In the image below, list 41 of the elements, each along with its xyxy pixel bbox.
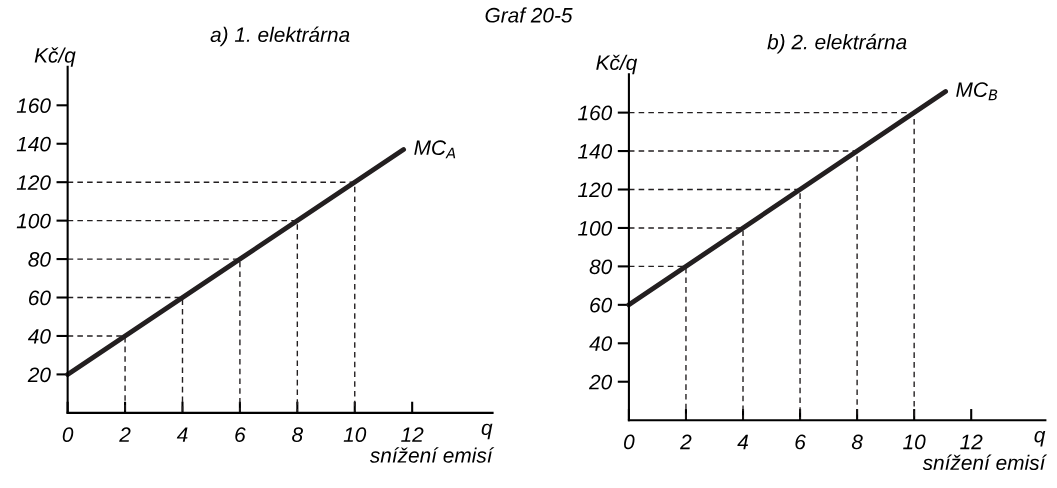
text: snížení emisí — [922, 454, 1048, 471]
y-tick-label: 140 — [16, 136, 51, 152]
x-tick-label: 10 — [343, 427, 367, 443]
series-label: MC$_{A}$ — [414, 140, 456, 159]
y-tick-label: 20 — [588, 374, 613, 390]
y-tick-label: 160 — [16, 98, 51, 114]
chart-title: a) 1. elektrárna — [210, 26, 350, 47]
x-tick-label: 6 — [235, 427, 246, 443]
x-tick-label: 12 — [401, 427, 424, 442]
x-tick-label: 6 — [795, 434, 806, 450]
y-tick-label: 40 — [27, 328, 51, 344]
x-tick-label: 0 — [624, 434, 635, 450]
y-tick-label: 120 — [16, 175, 51, 190]
x-tick-label: 8 — [292, 427, 303, 443]
text: Graf 20-5 — [485, 7, 573, 23]
x-tick-label: 0 — [62, 427, 74, 443]
y-tick-label: 20 — [27, 367, 51, 383]
y-tick-label: 140 — [578, 144, 613, 159]
y-tick-label: 60 — [590, 297, 613, 313]
y-tick-label: 80 — [28, 252, 51, 267]
chart-title: b) 2. elektrárna — [767, 33, 907, 54]
y-tick-label: 100 — [16, 213, 51, 229]
x-axis-title: q — [1034, 430, 1046, 447]
x-tick-label: 8 — [851, 434, 863, 450]
y-tick-label: 80 — [589, 259, 613, 275]
y-tick-label: 120 — [578, 182, 613, 198]
y-tick-label: 40 — [589, 336, 613, 352]
x-tick-label: 4 — [176, 427, 188, 442]
x-tick-label: 2 — [119, 427, 131, 442]
y-tick-label: 160 — [578, 105, 613, 121]
x-tick-label: 12 — [960, 434, 983, 450]
y-tick-label: 60 — [28, 290, 51, 306]
x-axis-title: q — [481, 423, 493, 440]
text: snížení emisí — [369, 447, 495, 463]
y-tick-label: 100 — [578, 220, 613, 236]
x-tick-label: 10 — [903, 434, 926, 450]
x-tick-label: 4 — [737, 434, 749, 450]
y-axis-title: Kč/q — [596, 54, 638, 75]
y-axis-title: Kč/q — [34, 47, 76, 67]
x-tick-label: 2 — [680, 434, 692, 450]
series-label: MC$_{B}$ — [956, 82, 998, 101]
